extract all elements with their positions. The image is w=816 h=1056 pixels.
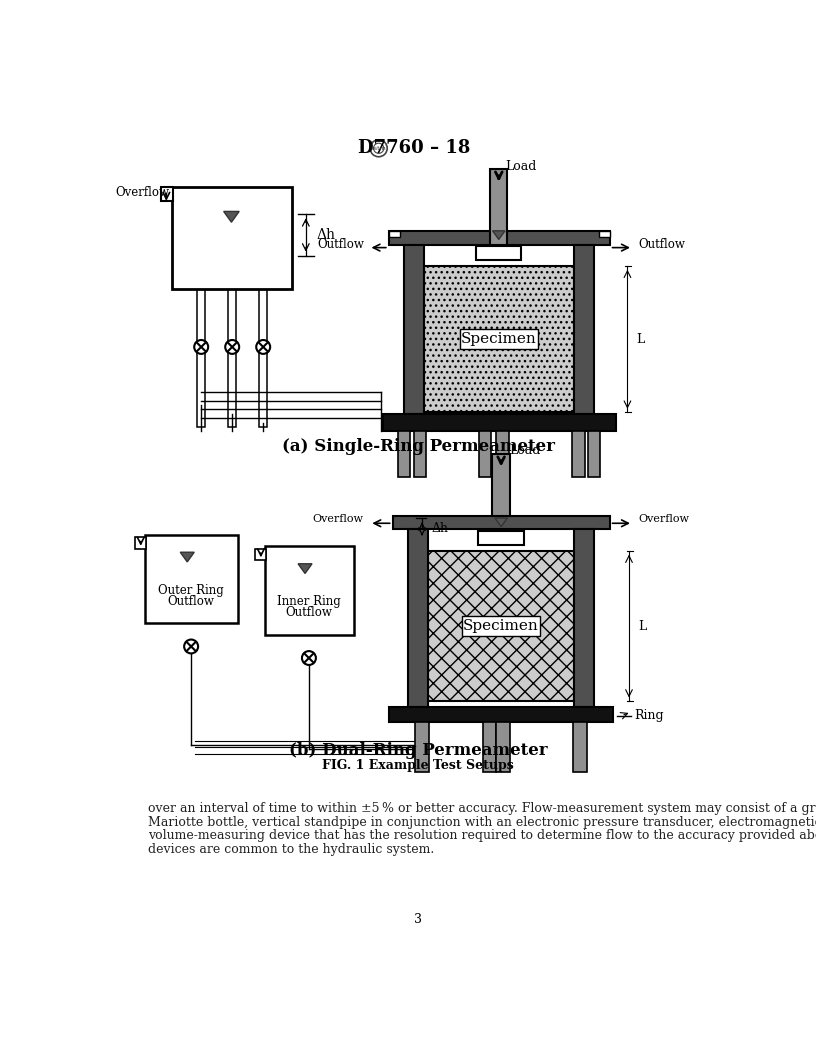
Bar bbox=[404, 245, 424, 414]
Bar bbox=[492, 454, 511, 515]
Bar bbox=[398, 431, 410, 477]
Polygon shape bbox=[224, 211, 239, 222]
Text: D7760 – 18: D7760 – 18 bbox=[358, 139, 471, 157]
Polygon shape bbox=[298, 564, 312, 573]
Text: Outer Ring: Outer Ring bbox=[158, 584, 224, 597]
Text: Outflow: Outflow bbox=[286, 606, 332, 619]
Bar bbox=[408, 529, 428, 706]
Circle shape bbox=[302, 652, 316, 665]
Bar bbox=[574, 529, 594, 706]
Text: (b) Dual-Ring Permeameter: (b) Dual-Ring Permeameter bbox=[289, 742, 548, 759]
Text: L: L bbox=[636, 333, 645, 345]
Text: astm: astm bbox=[370, 146, 387, 151]
Bar bbox=[428, 551, 574, 701]
Text: Overflow: Overflow bbox=[313, 514, 363, 525]
Circle shape bbox=[225, 340, 239, 354]
Text: Overflow: Overflow bbox=[115, 187, 169, 200]
Bar bbox=[478, 531, 525, 545]
Bar bbox=[144, 534, 237, 623]
Text: Specimen: Specimen bbox=[463, 619, 539, 633]
Polygon shape bbox=[493, 231, 505, 240]
Circle shape bbox=[374, 144, 384, 153]
Bar bbox=[388, 230, 610, 245]
Text: Δh: Δh bbox=[317, 227, 335, 242]
Bar bbox=[495, 722, 510, 772]
Bar bbox=[588, 431, 601, 477]
Polygon shape bbox=[495, 518, 508, 527]
Bar bbox=[477, 246, 521, 260]
Bar bbox=[424, 266, 574, 413]
Bar bbox=[197, 289, 205, 427]
Polygon shape bbox=[180, 552, 194, 562]
Bar bbox=[490, 169, 508, 245]
Text: over an interval of time to within ±5 % or better accuracy. Flow-measurement sys: over an interval of time to within ±5 % … bbox=[149, 802, 816, 814]
Bar bbox=[460, 329, 538, 350]
Text: Inner Ring: Inner Ring bbox=[277, 596, 341, 608]
Text: FIG. 1 Example Test Setups: FIG. 1 Example Test Setups bbox=[322, 759, 514, 772]
Bar bbox=[264, 546, 354, 635]
Bar bbox=[496, 431, 509, 477]
Text: Overflow: Overflow bbox=[638, 514, 690, 525]
Bar bbox=[599, 230, 610, 237]
Text: Load: Load bbox=[505, 161, 536, 173]
Bar bbox=[482, 722, 496, 772]
Bar bbox=[171, 187, 292, 289]
Bar bbox=[259, 289, 267, 427]
Text: Mariotte bottle, vertical standpipe in conjunction with an electronic pressure t: Mariotte bottle, vertical standpipe in c… bbox=[149, 815, 816, 829]
Bar bbox=[573, 722, 588, 772]
Bar bbox=[161, 187, 173, 201]
Bar bbox=[392, 515, 610, 529]
Bar bbox=[479, 431, 491, 477]
Bar bbox=[388, 230, 400, 237]
Bar bbox=[463, 616, 540, 636]
Circle shape bbox=[194, 340, 208, 354]
Text: Δh: Δh bbox=[432, 522, 448, 535]
Circle shape bbox=[256, 340, 270, 354]
Bar bbox=[388, 706, 614, 722]
Text: L: L bbox=[638, 620, 646, 633]
Text: Load: Load bbox=[509, 444, 540, 456]
Bar bbox=[574, 245, 594, 414]
Text: Outflow: Outflow bbox=[638, 238, 685, 251]
Text: 3: 3 bbox=[415, 913, 422, 926]
Bar bbox=[414, 431, 426, 477]
Bar bbox=[573, 431, 585, 477]
Bar bbox=[135, 538, 146, 549]
Text: Ring: Ring bbox=[634, 710, 664, 722]
Bar bbox=[228, 289, 236, 427]
Text: Outflow: Outflow bbox=[317, 238, 364, 251]
Text: Outflow: Outflow bbox=[167, 595, 215, 607]
Text: devices are common to the hydraulic system.: devices are common to the hydraulic syst… bbox=[149, 844, 435, 856]
Bar bbox=[383, 414, 616, 431]
Text: Specimen: Specimen bbox=[461, 333, 537, 346]
Text: volume-measuring device that has the resolution required to determine flow to th: volume-measuring device that has the res… bbox=[149, 829, 816, 843]
Text: (a) Single-Ring Permeameter: (a) Single-Ring Permeameter bbox=[282, 438, 555, 455]
Circle shape bbox=[184, 640, 198, 654]
Circle shape bbox=[370, 139, 388, 156]
Bar bbox=[255, 549, 266, 561]
Bar bbox=[415, 722, 429, 772]
